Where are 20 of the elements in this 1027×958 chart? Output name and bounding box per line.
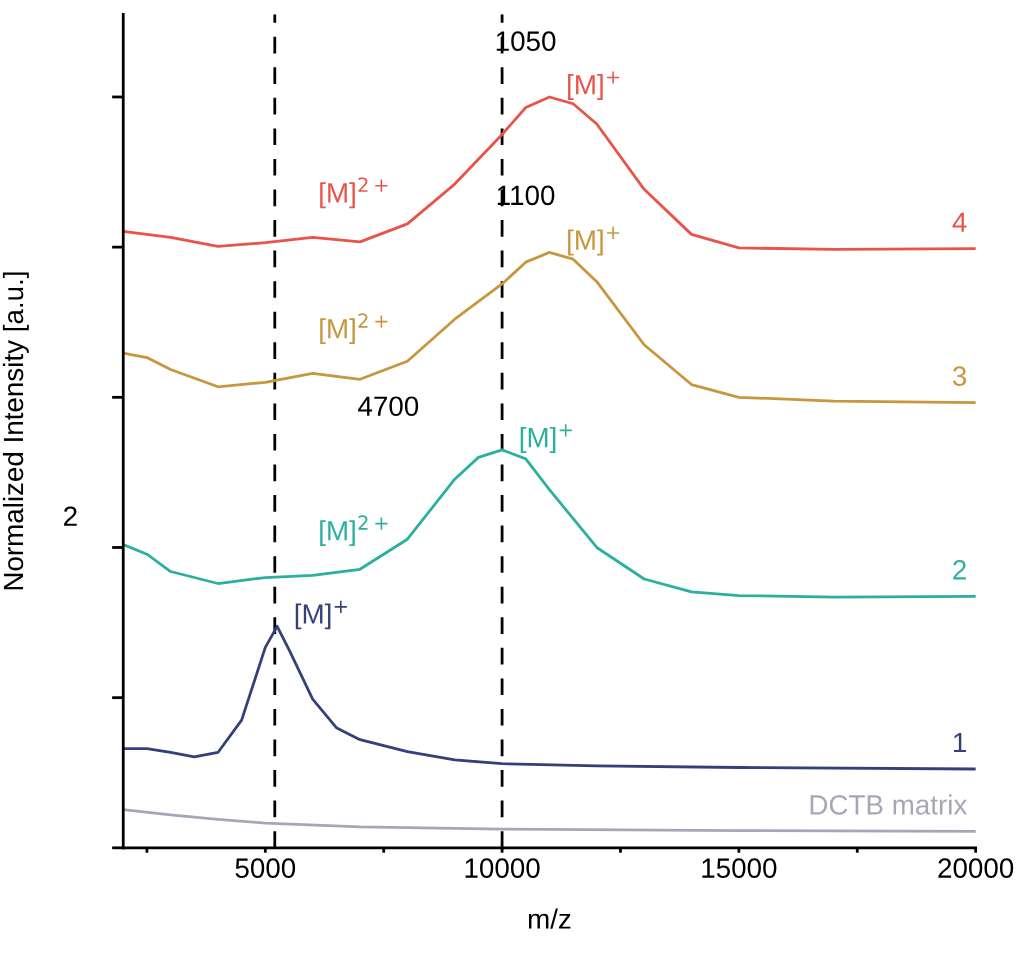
- annotation: [M]$^{+}$: [568, 71, 620, 100]
- series-label: 1: [953, 733, 966, 753]
- series-label: 4: [952, 212, 967, 232]
- annotation: [M]$^{+}$: [568, 226, 620, 256]
- annotation: 4700: [358, 396, 419, 417]
- annotation: [M]$^{+}$: [520, 424, 572, 453]
- series-label: DCTB matrix: [810, 794, 968, 815]
- annotation: [M]$^{2+}$: [320, 313, 388, 345]
- y-axis-title: Normalized Intensity [a.u.]: [2, 272, 29, 590]
- x-tick-label: 20000: [938, 858, 1014, 878]
- series-label: 2: [953, 560, 966, 580]
- annotation: [M]$^{2+}$: [320, 515, 388, 547]
- annotation: [M]$^{2+}$: [320, 177, 388, 209]
- series-label: 3: [952, 366, 967, 386]
- x-axis-title: m/z: [528, 908, 571, 929]
- annotation: [M]$^{+}$: [295, 600, 347, 630]
- x-tick-label: 15000: [702, 858, 777, 878]
- x-tick-label: 5000: [235, 858, 296, 878]
- x-tick-label: 10000: [465, 858, 540, 878]
- text: 2: [64, 506, 77, 526]
